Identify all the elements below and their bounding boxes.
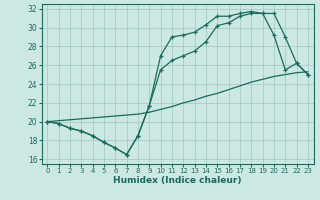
X-axis label: Humidex (Indice chaleur): Humidex (Indice chaleur) — [113, 176, 242, 185]
